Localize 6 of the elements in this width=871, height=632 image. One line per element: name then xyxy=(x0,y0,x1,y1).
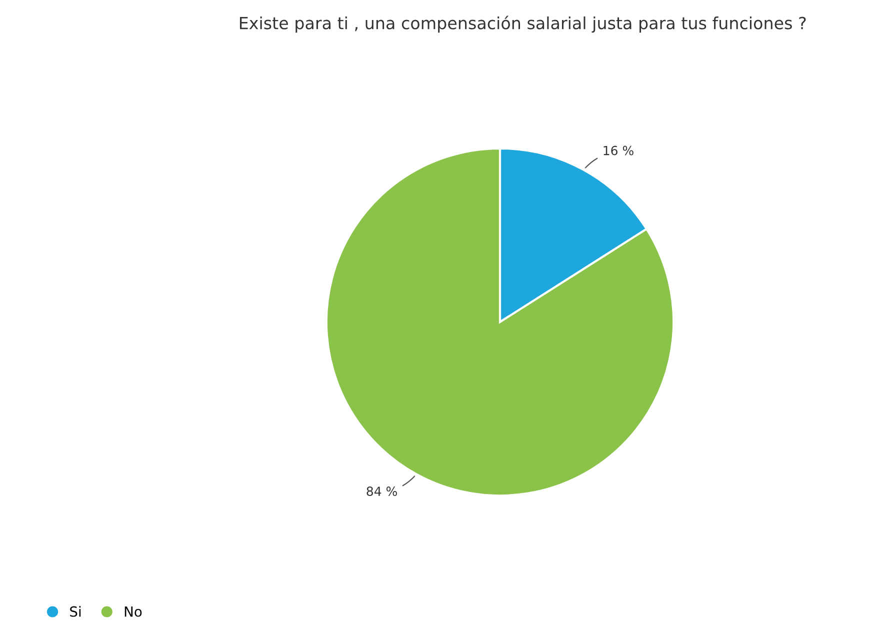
legend-label: Si xyxy=(70,606,81,617)
data-label: 16 % xyxy=(604,146,634,156)
pie-slice xyxy=(325,147,675,497)
chart-title: Existe para ti , una compensación salarial justa para tus funciones ? xyxy=(240,16,806,33)
legend-label: No xyxy=(124,606,142,617)
data-label: 84 % xyxy=(366,486,397,496)
